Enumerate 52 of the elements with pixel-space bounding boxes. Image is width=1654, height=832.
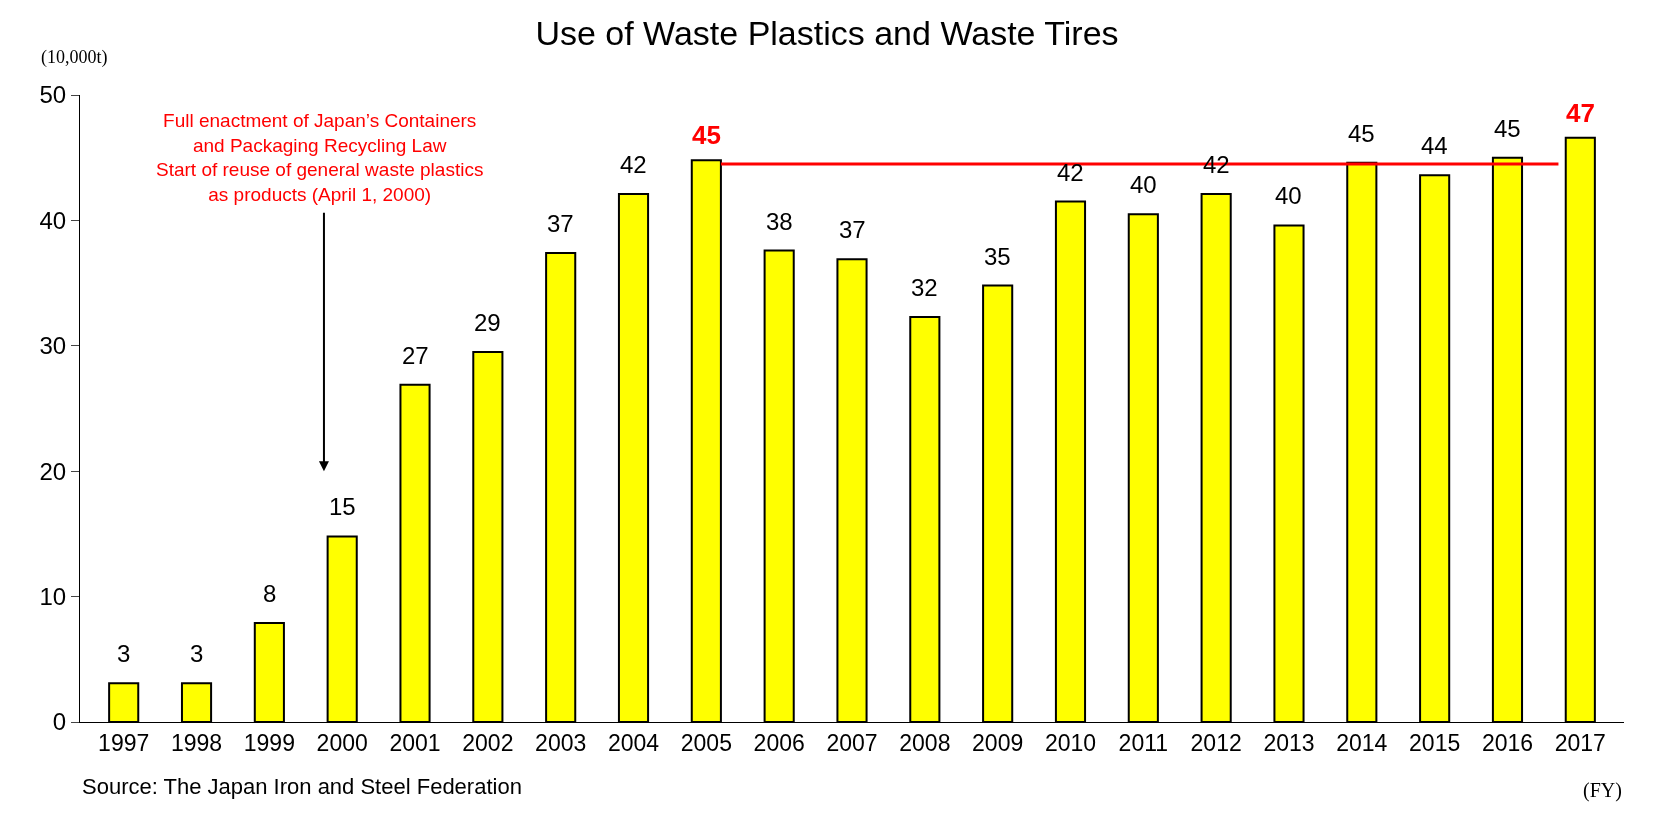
x-tick-label: 2011 — [1118, 729, 1169, 756]
x-tick-label: 2013 — [1263, 729, 1315, 756]
x-tick-label: 2016 — [1481, 729, 1534, 756]
y-tick-label: 30 — [39, 332, 67, 360]
x-tick-label: 2010 — [1044, 729, 1097, 756]
data-label: 42 — [620, 151, 647, 178]
data-label: 35 — [984, 243, 1011, 270]
chart-title: Use of Waste Plastics and Waste Tires — [535, 13, 1119, 52]
x-tick-label: 2002 — [462, 729, 514, 756]
x-tick-label: 1998 — [170, 729, 223, 756]
x-tick-label: 2003 — [535, 729, 587, 756]
x-tick-label: 2017 — [1554, 729, 1606, 756]
x-tick-label: 1999 — [243, 729, 295, 756]
data-label: 8 — [263, 580, 277, 607]
annotation: Full enactment of Japan’s Containers and Packaging Recycling Law Start of reuse of general waste plastics as products (April 1, 2000) — [156, 110, 484, 206]
data-label: 40 — [1275, 182, 1302, 209]
data-label: 45 — [1494, 115, 1521, 142]
x-tick-label: 2014 — [1336, 729, 1388, 756]
source-note: Source: The Japan Iron and Steel Federation — [82, 774, 522, 799]
y-axis-title: (10,000t) — [41, 47, 108, 68]
x-tick-label: 2001 — [389, 729, 441, 756]
data-label: 29 — [474, 309, 501, 336]
y-tick-label: 40 — [39, 206, 67, 234]
x-tick-label: 2015 — [1409, 729, 1461, 756]
x-tick-label: 2012 — [1190, 729, 1242, 756]
data-label: 37 — [839, 216, 866, 243]
annotation: 47 — [1566, 98, 1595, 128]
x-tick-label: 2007 — [826, 729, 878, 756]
y-tick-label: 0 — [52, 708, 67, 736]
y-tick-label: 10 — [39, 583, 67, 610]
data-label: 3 — [190, 640, 204, 667]
data-label: 15 — [329, 493, 356, 520]
data-label: 44 — [1421, 132, 1448, 159]
y-tick-label: 50 — [39, 81, 67, 109]
y-tick-label: 20 — [39, 457, 67, 485]
data-label: 27 — [402, 342, 429, 369]
x-tick-label: 2008 — [899, 729, 951, 756]
data-label: 37 — [547, 210, 574, 237]
data-label: 42 — [1057, 159, 1084, 186]
x-tick-label: 2000 — [316, 729, 368, 756]
x-tick-label: 2005 — [680, 729, 732, 756]
data-label: 32 — [911, 274, 938, 301]
x-tick-label: 2009 — [972, 729, 1024, 756]
x-tick-label: 1997 — [98, 729, 150, 756]
x-axis-title: (FY) — [1583, 779, 1622, 802]
x-tick-label: 2004 — [607, 729, 660, 756]
data-label: 3 — [117, 640, 131, 667]
data-label: 38 — [766, 208, 793, 235]
x-tick-label: 2006 — [753, 729, 805, 756]
annotation: 45 — [692, 120, 721, 150]
data-label: 45 — [1348, 120, 1375, 147]
data-label: 40 — [1130, 171, 1157, 198]
